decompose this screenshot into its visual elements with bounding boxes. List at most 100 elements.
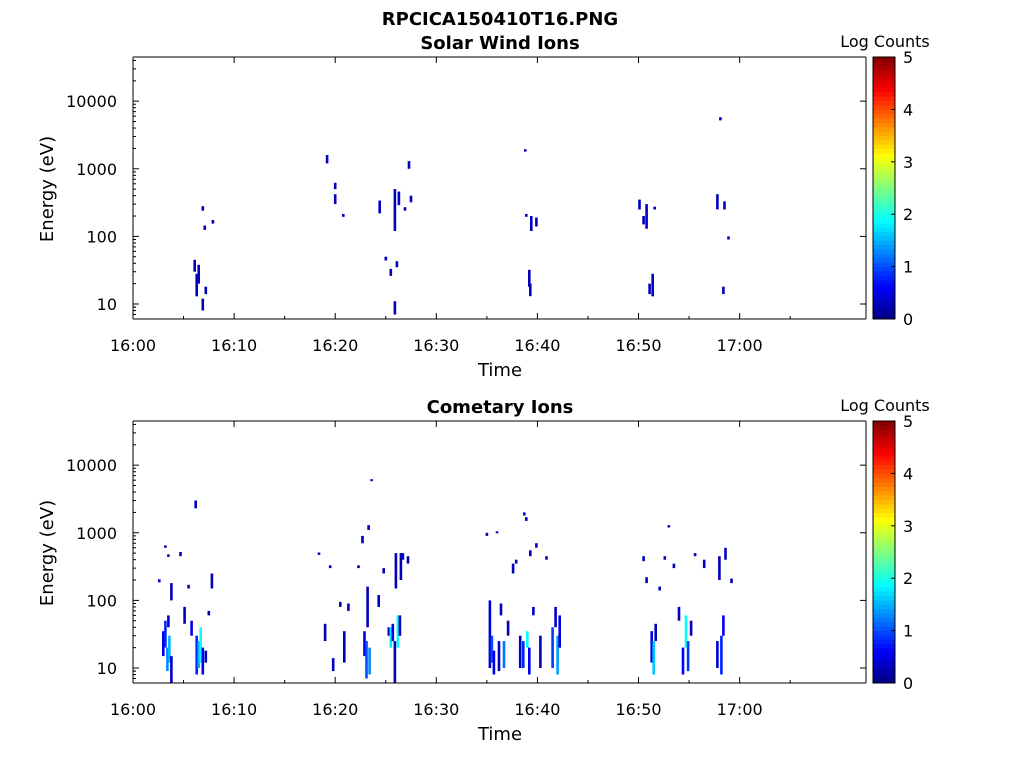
y-tick-label: 100 (86, 591, 117, 610)
colorbar-segment (873, 310, 895, 316)
heatmap-cell (210, 573, 214, 589)
heatmap-cell (651, 273, 654, 297)
heatmap-cell (677, 606, 681, 621)
colorbar-segment (873, 512, 895, 518)
y-tick-label: 10000 (66, 456, 117, 475)
colorbar-segment (873, 57, 895, 62)
colorbar-segment (873, 508, 895, 514)
colorbar-segment (873, 65, 895, 71)
colorbar-segment (873, 188, 895, 193)
heatmap-cell (368, 647, 371, 675)
heatmap-cell (203, 225, 207, 230)
colorbar-segment (873, 569, 895, 575)
colorbar-segment (873, 148, 895, 154)
panel-solar-wind-ions: Solar Wind Ions Energy (eV) Time Log Cou… (37, 32, 930, 381)
colorbar-segment (873, 288, 895, 294)
colorbar-segment (873, 279, 895, 285)
heatmap-cell (347, 603, 350, 611)
heatmap-cell (367, 525, 370, 530)
heatmap-cell (495, 531, 499, 534)
colorbar-tick-label: 2 (903, 569, 913, 588)
colorbar-segment (873, 477, 895, 483)
colorbar-segment (873, 135, 895, 141)
colorbar-segment (873, 495, 895, 500)
heatmap-cell (164, 620, 167, 648)
x-tick-label: 17:00 (717, 336, 763, 355)
colorbar-segment (873, 626, 895, 631)
heatmap-cell (179, 552, 182, 557)
heatmap-cells (158, 479, 733, 683)
colorbar-segment (873, 525, 895, 531)
heatmap-cell (523, 512, 526, 516)
colorbar-segment (873, 556, 895, 562)
colorbar-segment (873, 451, 895, 457)
heatmap-cell (361, 535, 364, 544)
colorbar-segment (873, 205, 895, 211)
heatmap-cell (730, 578, 733, 584)
colorbar-segment (873, 253, 895, 259)
heatmap-cell (342, 213, 345, 217)
heatmap-cell (658, 586, 661, 591)
colorbar-segment (873, 91, 895, 97)
colorbar-segment (873, 74, 895, 80)
colorbar-segment (873, 490, 895, 496)
heatmap-cell (207, 610, 211, 616)
heatmap-cell (535, 217, 538, 227)
colorbar-segment (873, 648, 895, 653)
heatmap-cell (522, 641, 525, 668)
colorbar-segment (873, 218, 895, 224)
colorbar-segment (873, 674, 895, 680)
heatmap-cell (195, 273, 198, 297)
heatmap-cell (317, 552, 321, 555)
heatmap-cell (183, 606, 186, 624)
colorbar-tick-label: 3 (903, 517, 913, 536)
heatmap-cell (490, 635, 494, 663)
heatmap-cell (722, 615, 725, 636)
heatmap-cell (397, 191, 401, 206)
colorbar-segment (873, 305, 895, 311)
colorbar-tick-label: 4 (903, 464, 913, 483)
heatmap-cell (339, 601, 342, 607)
heatmap-cell (391, 623, 395, 642)
y-tick-label: 10 (97, 659, 117, 678)
heatmap-cell (378, 200, 381, 214)
colorbar-segment (873, 538, 895, 544)
colorbar-segment (873, 249, 895, 254)
heatmap-cell (382, 568, 385, 574)
heatmap-cell (399, 553, 403, 580)
heatmap-cell (389, 268, 393, 276)
heatmap-cell (363, 631, 366, 657)
colorbar-segment (873, 425, 895, 431)
heatmap-cell (328, 565, 332, 569)
colorbar-segment (873, 262, 895, 267)
heatmap-cell (389, 627, 393, 648)
heatmap-cell (201, 647, 205, 675)
colorbar-segment (873, 284, 895, 289)
heatmap-cell (667, 525, 671, 528)
colorbar-segment (873, 122, 895, 128)
heatmap-cell (727, 236, 730, 240)
heatmap-cell (401, 553, 405, 560)
colorbar-segment (873, 227, 895, 233)
colorbar-tick-label: 5 (903, 412, 913, 431)
colorbar-segment (873, 473, 895, 479)
heatmap-cell (654, 623, 657, 642)
colorbar-segment (873, 447, 895, 452)
colorbar-segment (873, 70, 895, 75)
figure-title: RPCICA150410T16.PNG (382, 9, 618, 30)
heatmap-cell (556, 635, 559, 675)
x-tick-label: 16:00 (110, 336, 156, 355)
heatmap-cell (511, 563, 515, 574)
colorbar-frame (872, 420, 896, 684)
heatmap-cell (393, 189, 397, 231)
heatmap-cell (170, 583, 173, 601)
colorbar-segment (873, 153, 895, 158)
heatmap-cell (530, 216, 533, 231)
colorbar-segment (873, 552, 895, 557)
colorbar-segment (873, 96, 895, 102)
colorbar-frame (872, 56, 896, 320)
colorbar-tick-label: 3 (903, 153, 913, 172)
colorbar-segment (873, 578, 895, 583)
colorbar-segment (873, 503, 895, 509)
